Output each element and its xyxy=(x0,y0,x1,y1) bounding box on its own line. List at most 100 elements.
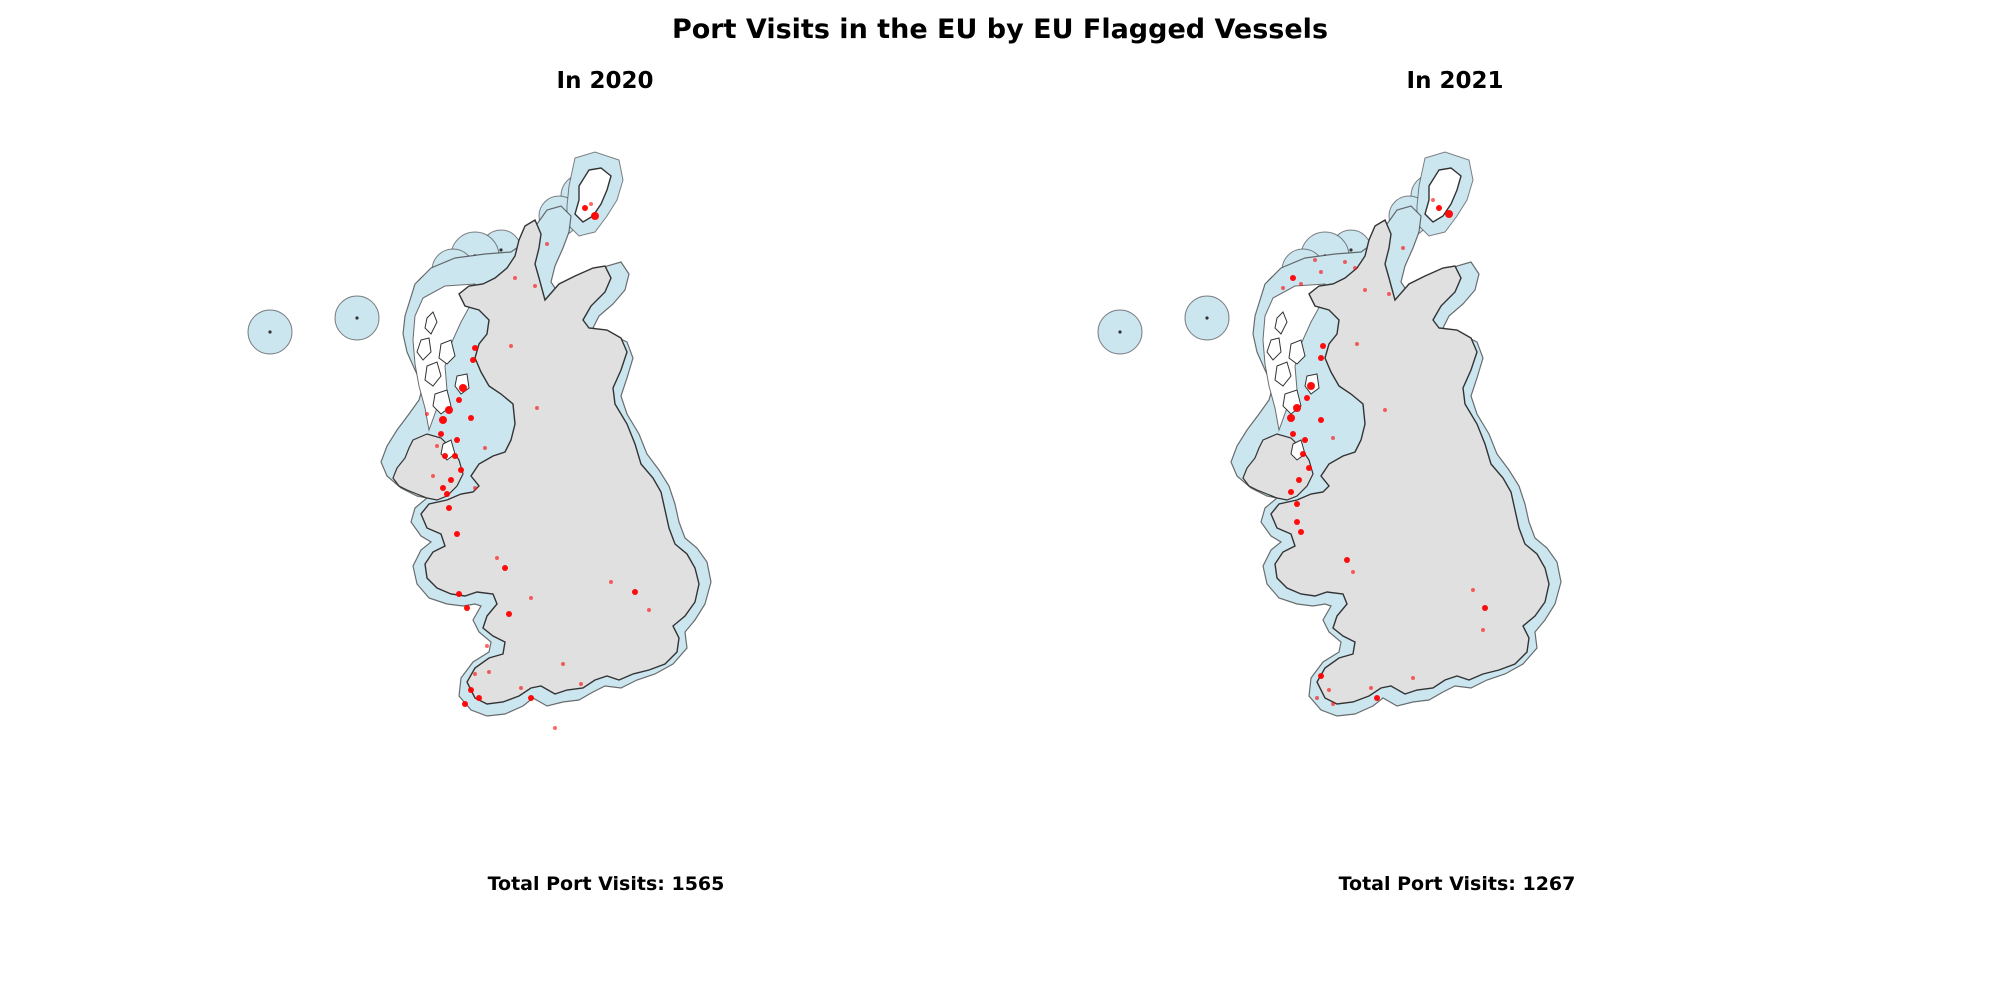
port-visit-point xyxy=(589,202,593,206)
port-visit-point xyxy=(1313,258,1317,262)
port-visit-point xyxy=(519,686,523,690)
hebrides-island xyxy=(1266,337,1282,361)
port-visit-point xyxy=(1331,436,1335,440)
port-visit-point xyxy=(1300,451,1306,457)
port-visit-point xyxy=(438,431,444,437)
port-visit-point xyxy=(1302,437,1308,443)
port-visit-point xyxy=(472,345,478,351)
port-visit-point xyxy=(454,437,460,443)
port-visit-point xyxy=(579,682,583,686)
island-dot xyxy=(1118,330,1122,334)
port-visit-point xyxy=(1411,676,1415,680)
port-visit-point xyxy=(468,415,474,421)
port-visit-point xyxy=(1383,408,1387,412)
port-visit-point xyxy=(1296,477,1302,483)
port-visit-point xyxy=(468,687,474,693)
great-britain-land xyxy=(420,218,700,705)
port-visit-point xyxy=(1294,501,1300,507)
port-visit-point xyxy=(1294,519,1300,525)
map-panel-2020: In 2020 Total Port Visits: 1565 xyxy=(175,68,1035,928)
panel-title-2021: In 2021 xyxy=(1406,68,1504,94)
hebrides-island xyxy=(1274,311,1288,335)
port-visit-point xyxy=(502,565,508,571)
hebrides-island xyxy=(416,337,432,361)
hebrides-island xyxy=(438,339,456,365)
port-visit-point xyxy=(454,531,460,537)
panel-title-2020: In 2020 xyxy=(556,68,654,94)
port-visit-point xyxy=(1436,205,1442,211)
map-panel-2021: In 2021 Total Port Visits: 1267 xyxy=(1025,68,1885,928)
port-visit-point xyxy=(1445,210,1453,218)
port-visit-point xyxy=(632,589,638,595)
port-visit-point xyxy=(1293,404,1301,412)
port-visit-point xyxy=(609,580,613,584)
port-visit-point xyxy=(1363,288,1367,292)
port-visit-point xyxy=(582,205,588,211)
port-visit-point xyxy=(483,446,487,450)
port-visit-point xyxy=(440,485,446,491)
port-visit-point xyxy=(509,344,513,348)
island-dot xyxy=(499,248,503,252)
map-layer xyxy=(247,151,712,730)
hebrides-island xyxy=(1288,339,1306,365)
total-port-visits-2021: Total Port Visits: 1267 xyxy=(1338,873,1576,895)
port-visit-point xyxy=(1307,382,1315,390)
port-visit-point xyxy=(1290,431,1296,437)
island-dot xyxy=(268,330,272,334)
port-visit-point xyxy=(473,672,477,676)
port-visit-point xyxy=(470,357,476,363)
port-visit-point xyxy=(1304,395,1310,401)
port-visit-point xyxy=(1344,557,1350,563)
hebrides-island xyxy=(1274,361,1292,387)
port-visit-point xyxy=(462,701,468,707)
port-visit-point xyxy=(1343,260,1347,264)
port-visit-point xyxy=(1471,588,1475,592)
port-visit-point xyxy=(1431,198,1435,202)
port-visit-point xyxy=(1298,529,1304,535)
port-visit-point xyxy=(1387,292,1391,296)
port-visit-point xyxy=(1374,695,1380,701)
port-visit-point xyxy=(1315,696,1319,700)
port-visit-point xyxy=(591,212,599,220)
hebrides-island xyxy=(424,361,442,387)
port-visit-point xyxy=(513,276,517,280)
port-visit-point xyxy=(435,444,439,448)
island-dot xyxy=(1205,316,1209,320)
port-visit-point xyxy=(1318,417,1324,423)
port-visit-point xyxy=(1401,246,1405,250)
hebrides-island xyxy=(424,311,438,335)
port-visit-point xyxy=(459,384,467,392)
port-visit-point xyxy=(647,608,651,612)
port-visit-point xyxy=(506,611,512,617)
shetland-land xyxy=(1424,167,1462,223)
port-visit-point xyxy=(1299,282,1303,286)
port-visit-point xyxy=(446,505,452,511)
port-visit-point xyxy=(1287,414,1295,422)
port-visit-point xyxy=(545,242,549,246)
port-visit-point xyxy=(495,556,499,560)
port-visit-point xyxy=(1481,628,1485,632)
great-britain-land xyxy=(1270,218,1550,705)
total-port-visits-2020: Total Port Visits: 1565 xyxy=(487,873,725,895)
port-visit-point xyxy=(444,491,450,497)
port-visit-point xyxy=(442,453,448,459)
uk-map-2021 xyxy=(1097,151,1562,717)
port-visit-point xyxy=(464,605,470,611)
map-layer xyxy=(1097,151,1562,717)
port-visit-point xyxy=(448,477,454,483)
uk-map-2020 xyxy=(247,151,712,730)
port-visit-point xyxy=(452,453,458,459)
port-visit-point xyxy=(1318,673,1324,679)
island-dot xyxy=(1349,248,1353,252)
port-visit-point xyxy=(476,695,482,701)
port-visit-point xyxy=(529,596,533,600)
port-visit-point xyxy=(1353,266,1357,270)
port-visit-point xyxy=(1288,489,1294,495)
port-visit-point xyxy=(445,406,453,414)
port-visit-point xyxy=(535,406,539,410)
port-visit-point xyxy=(1482,605,1488,611)
port-visit-point xyxy=(473,486,477,490)
port-visit-point xyxy=(561,662,565,666)
port-visit-point xyxy=(1318,355,1324,361)
port-visit-point xyxy=(485,644,489,648)
